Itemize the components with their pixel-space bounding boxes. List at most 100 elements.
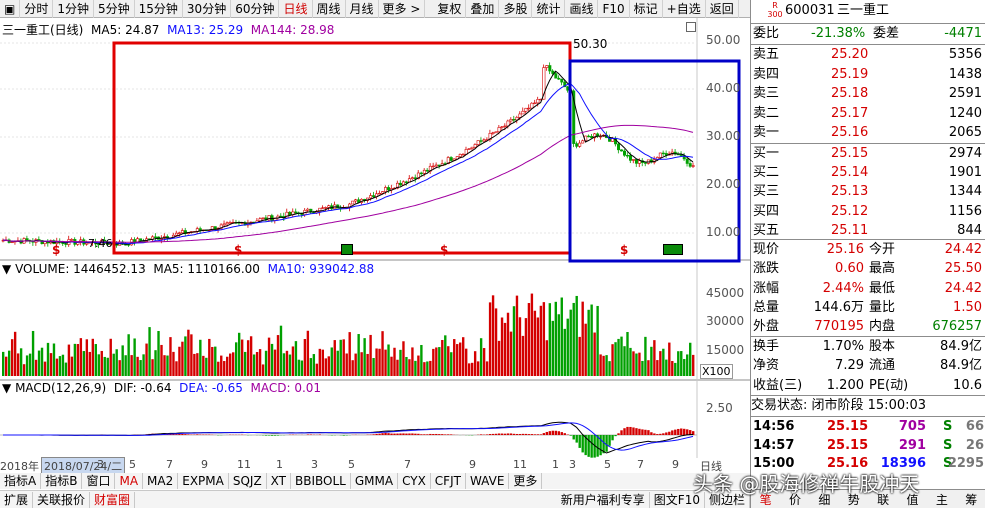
volume-bar bbox=[438, 347, 441, 376]
quote-tab[interactable]: 笔 bbox=[759, 492, 772, 507]
tab-ma[interactable]: MA bbox=[115, 473, 144, 489]
x-axis-month: 5 bbox=[129, 458, 136, 471]
volume-bar bbox=[462, 337, 465, 376]
tab-expand[interactable]: 扩展 bbox=[0, 491, 34, 508]
chart-settings-icon[interactable] bbox=[686, 22, 696, 32]
quote-tab[interactable]: 势 bbox=[847, 492, 860, 507]
volume-bar bbox=[611, 344, 614, 376]
volume-bar bbox=[285, 350, 289, 376]
candle-body bbox=[631, 159, 635, 161]
bid-row[interactable]: 买五 25.11 844 bbox=[751, 221, 985, 240]
bid-price: 25.13 bbox=[831, 184, 869, 200]
tab-cyx[interactable]: CYX bbox=[398, 473, 431, 489]
tab-more-indicators[interactable]: 更多 bbox=[509, 473, 543, 489]
volume-bar bbox=[599, 354, 602, 376]
tab-wealth-circle[interactable]: 财富圈 bbox=[90, 491, 136, 508]
kline-chart-area[interactable]: 三一重工(日线) MA5: 24.87 MA13: 25.29 MA144: 2… bbox=[0, 18, 750, 458]
tab-weekly[interactable]: 周线 bbox=[313, 0, 346, 18]
volume-bar bbox=[668, 342, 671, 376]
mark-button[interactable]: 标记 bbox=[630, 0, 663, 18]
volume-bar bbox=[453, 339, 456, 376]
tab-1min[interactable]: 1分钟 bbox=[53, 0, 94, 18]
tab-bbiboll[interactable]: BBIBOLL bbox=[291, 473, 351, 489]
ask-label: 卖四 bbox=[753, 66, 780, 82]
tab-60min[interactable]: 60分钟 bbox=[231, 0, 280, 18]
tab-daily[interactable]: 日线 bbox=[279, 0, 313, 18]
ask-row[interactable]: 卖一 25.16 2065 bbox=[751, 123, 985, 142]
tab-gmma[interactable]: GMMA bbox=[351, 473, 399, 489]
volume-bar bbox=[297, 359, 301, 376]
ask-row[interactable]: 卖三 25.18 2591 bbox=[751, 84, 985, 103]
volume-bar bbox=[136, 356, 139, 376]
quote-tab[interactable]: 值 bbox=[906, 492, 919, 507]
bid-row[interactable]: 买三 25.13 1344 bbox=[751, 182, 985, 201]
event-marker-icon[interactable] bbox=[341, 244, 353, 255]
back-button[interactable]: 返回 bbox=[706, 0, 739, 18]
quote-tab[interactable]: 细 bbox=[818, 492, 831, 507]
tick-volume: 18396 bbox=[880, 456, 926, 471]
macd-bar bbox=[569, 435, 572, 436]
tab-sidebar[interactable]: 侧边栏 bbox=[705, 491, 750, 508]
bid-row[interactable]: 买二 25.14 1901 bbox=[751, 163, 985, 182]
tab-window[interactable]: 窗口 bbox=[82, 473, 116, 489]
bid-row[interactable]: 买一 25.15 2974 bbox=[751, 144, 985, 163]
fuquan-button[interactable]: 复权 bbox=[433, 0, 467, 18]
volume-bar bbox=[396, 359, 399, 376]
bid-row[interactable]: 买四 25.12 1156 bbox=[751, 202, 985, 221]
tab-indicator-b[interactable]: 指标B bbox=[41, 473, 83, 489]
volume-bar bbox=[229, 353, 232, 376]
add-watchlist-button[interactable]: +自选 bbox=[663, 0, 706, 18]
tab-monthly[interactable]: 月线 bbox=[346, 0, 379, 18]
ask-row[interactable]: 卖四 25.19 1438 bbox=[751, 65, 985, 84]
f10-button[interactable]: F10 bbox=[598, 0, 630, 18]
multi-stock-button[interactable]: 多股 bbox=[499, 0, 533, 18]
volume-bar bbox=[187, 329, 190, 376]
volume-icon[interactable]: ▼ bbox=[2, 262, 12, 276]
candle-body bbox=[37, 239, 41, 241]
tab-15min[interactable]: 15分钟 bbox=[135, 0, 183, 18]
tab-5min[interactable]: 5分钟 bbox=[94, 0, 135, 18]
tab-30min[interactable]: 30分钟 bbox=[183, 0, 232, 18]
tab-f10-graphic[interactable]: 图文F10 bbox=[650, 491, 705, 508]
candle-body bbox=[533, 102, 537, 104]
x-axis-month: 3 bbox=[569, 458, 576, 471]
tick-row: 15:00 25.16 18396 S 2295 bbox=[751, 454, 985, 473]
macd-bar bbox=[536, 434, 540, 435]
quote-tab[interactable]: 主 bbox=[935, 492, 948, 507]
tab-xt[interactable]: XT bbox=[267, 473, 292, 489]
tab-new-user-welfare[interactable]: 新用户福利专享 bbox=[557, 491, 650, 508]
volume-bar bbox=[34, 359, 38, 376]
volume-bar bbox=[258, 349, 262, 376]
macd-bar bbox=[181, 433, 184, 435]
tab-fenshi[interactable]: 分时 bbox=[20, 0, 54, 18]
tab-wave[interactable]: WAVE bbox=[466, 473, 510, 489]
volume-bar bbox=[677, 351, 680, 376]
quote-tab[interactable]: 筹 bbox=[965, 492, 978, 507]
x-axis-month: 5 bbox=[604, 458, 611, 471]
tab-sqjz[interactable]: SQJZ bbox=[229, 473, 267, 489]
tab-ma2[interactable]: MA2 bbox=[143, 473, 179, 489]
quote-tab[interactable]: 联 bbox=[877, 492, 890, 507]
overlay-button[interactable]: 叠加 bbox=[466, 0, 500, 18]
toolbar-grid-icon[interactable]: ▣ bbox=[0, 0, 21, 18]
tab-related-quotes[interactable]: 关联报价 bbox=[33, 491, 91, 508]
ask-row[interactable]: 卖五 25.20 5356 bbox=[751, 45, 985, 64]
macd-bar bbox=[267, 435, 271, 436]
draw-button[interactable]: 画线 bbox=[565, 0, 599, 18]
tab-expma[interactable]: EXPMA bbox=[178, 473, 229, 489]
volume-bar bbox=[512, 306, 516, 376]
ask-row[interactable]: 卖二 25.17 1240 bbox=[751, 104, 985, 123]
stats-button[interactable]: 统计 bbox=[532, 0, 566, 18]
macd-bar bbox=[623, 428, 626, 435]
tab-cfjt[interactable]: CFJT bbox=[431, 473, 466, 489]
tab-indicator-a[interactable]: 指标A bbox=[0, 473, 42, 489]
tab-more[interactable]: 更多 > bbox=[379, 0, 426, 18]
volume-bar bbox=[533, 310, 537, 376]
macd-icon[interactable]: ▼ bbox=[2, 381, 12, 395]
low-price-label: 7.46 bbox=[88, 237, 113, 250]
quote-tab[interactable]: 价 bbox=[789, 492, 802, 507]
volume-bar bbox=[665, 359, 668, 376]
volume-bar bbox=[569, 309, 572, 376]
volume-bar bbox=[372, 358, 375, 376]
event-marker-icon[interactable] bbox=[663, 244, 683, 255]
